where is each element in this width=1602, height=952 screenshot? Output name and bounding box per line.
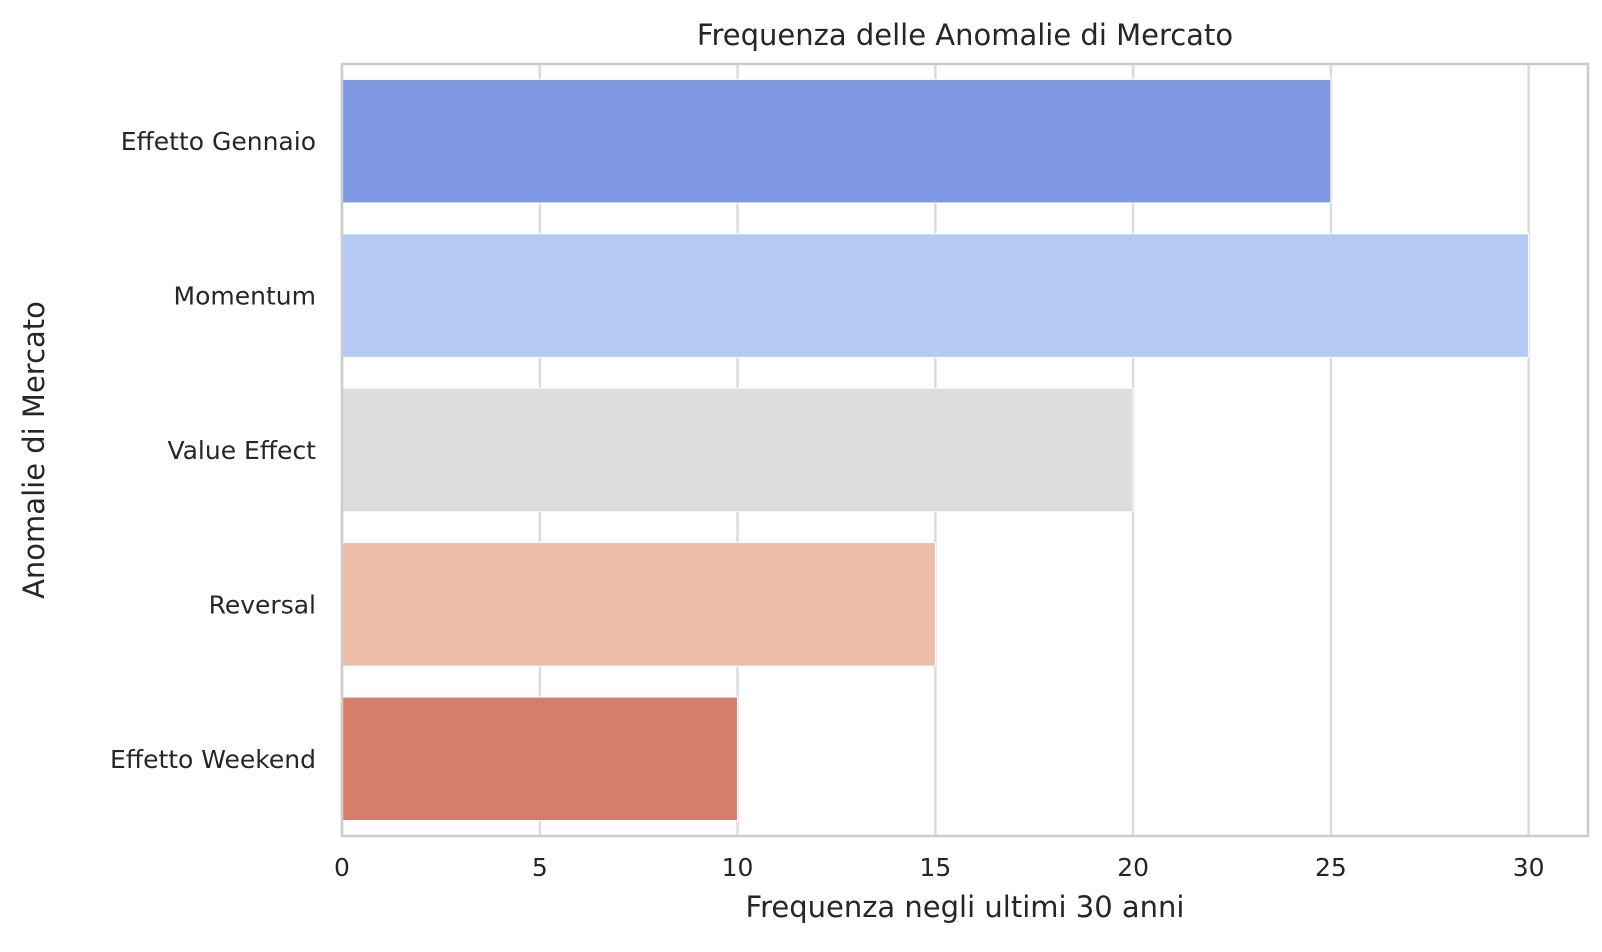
bar [341, 78, 1332, 204]
bar [341, 233, 1530, 358]
y-axis-ticks: Effetto Gennaio Momentum Value Effect Rever… [110, 127, 316, 774]
bar [341, 542, 936, 667]
x-tick-label: 30 [1513, 853, 1545, 882]
x-axis-ticks: 0 5 10 15 20 25 30 [334, 853, 1545, 882]
x-tick-label: 15 [919, 853, 951, 882]
x-tick-label: 20 [1117, 853, 1149, 882]
bar [341, 696, 739, 822]
y-tick-label: Effetto Gennaio [121, 127, 316, 156]
x-tick-label: 5 [532, 853, 548, 882]
y-tick-label: Effetto Weekend [110, 745, 316, 774]
y-tick-label: Value Effect [167, 436, 316, 465]
bar [341, 387, 1134, 513]
chart-title: Frequenza delle Anomalie di Mercato [697, 18, 1233, 52]
x-tick-label: 10 [722, 853, 754, 882]
x-tick-label: 25 [1315, 853, 1347, 882]
y-tick-label: Reversal [209, 590, 316, 619]
y-tick-label: Momentum [174, 282, 316, 311]
y-axis-label: Anomalie di Mercato [17, 301, 51, 599]
plot-frame [340, 62, 1590, 838]
x-axis-label: Frequenza negli ultimi 30 anni [746, 890, 1185, 924]
bars [341, 78, 1530, 822]
x-tick-label: 0 [334, 853, 350, 882]
